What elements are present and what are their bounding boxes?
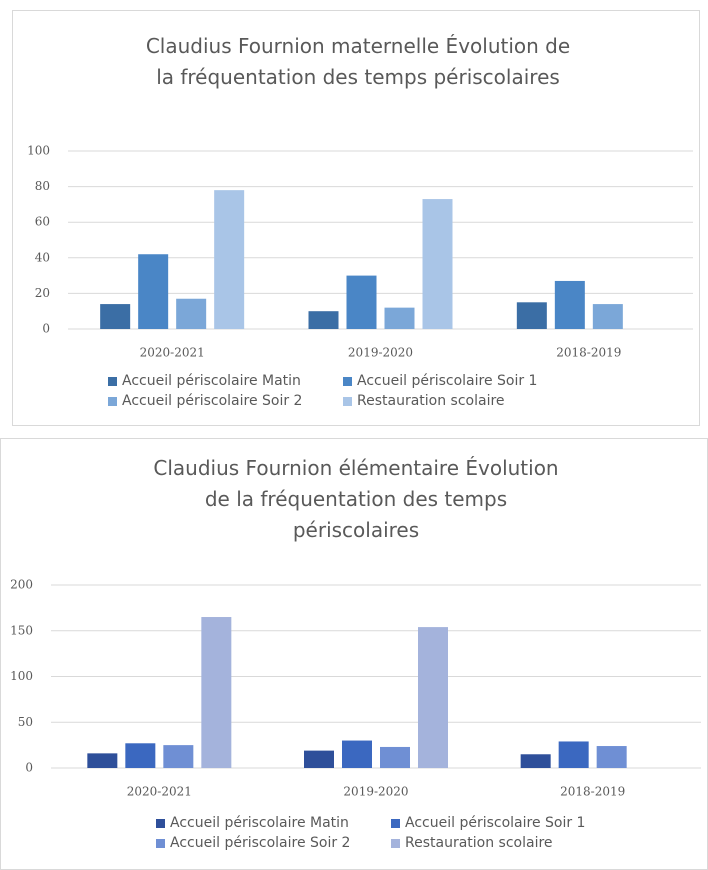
bar xyxy=(125,743,156,768)
y-tick-label: 0 xyxy=(42,322,50,336)
legend: Accueil périscolaire Matin Accueil périsc… xyxy=(108,373,578,409)
y-tick-label: 50 xyxy=(18,715,33,729)
bar xyxy=(342,740,372,768)
bar xyxy=(422,199,453,329)
legend-item: Accueil périscolaire Soir 1 xyxy=(343,373,578,389)
legend-label: Accueil périscolaire Matin xyxy=(122,373,301,389)
legend-label: Accueil périscolaire Soir 2 xyxy=(122,393,303,409)
y-tick-label: 100 xyxy=(10,669,33,683)
legend-item: Accueil périscolaire Soir 2 xyxy=(108,393,343,409)
bar xyxy=(308,311,339,329)
y-tick-label: 80 xyxy=(35,179,50,193)
legend-label: Accueil périscolaire Soir 2 xyxy=(170,835,351,851)
bar xyxy=(138,254,169,329)
legend-item: Restauration scolaire xyxy=(343,393,578,409)
legend-swatch xyxy=(108,396,117,406)
y-tick-label: 200 xyxy=(10,578,33,592)
legend-swatch xyxy=(391,818,400,828)
legend-swatch xyxy=(108,376,117,386)
chart: Claudius Fournion élémentaire Évolution … xyxy=(0,438,708,870)
bar xyxy=(516,302,547,329)
legend-swatch xyxy=(156,818,165,828)
x-tick-label: 2020-2021 xyxy=(140,346,205,360)
bar xyxy=(520,754,551,768)
chart-title: Claudius Fournion élémentaire Évolution … xyxy=(153,456,559,542)
legend-item: Restauration scolaire xyxy=(391,835,626,851)
legend-swatch xyxy=(391,838,400,848)
y-tick-label: 100 xyxy=(27,144,50,158)
x-tick-label: 2020-2021 xyxy=(127,785,192,799)
legend-label: Accueil périscolaire Soir 1 xyxy=(357,373,538,389)
chart-title: Claudius Fournion maternelle Évolution d… xyxy=(145,34,571,89)
legend-label: Restauration scolaire xyxy=(405,835,553,851)
plot: 0 20 40 60 80 100 2020-2021 2019-2020 2018-2019 xyxy=(27,144,693,360)
bar xyxy=(418,627,448,768)
bar xyxy=(380,746,410,768)
legend-item: Accueil périscolaire Soir 1 xyxy=(391,815,626,831)
legend-label: Restauration scolaire xyxy=(357,393,505,409)
y-tick-label: 20 xyxy=(35,286,50,300)
legend-swatch xyxy=(343,376,352,386)
bar xyxy=(558,741,589,768)
bar xyxy=(346,275,377,329)
x-tick-label: 2019-2020 xyxy=(343,785,408,799)
plot: 0 50 100 150 200 2020-2021 2019-2020 2018-2019 xyxy=(10,578,701,799)
bar xyxy=(384,307,415,329)
bar xyxy=(176,298,207,329)
bar xyxy=(596,746,627,768)
bar xyxy=(304,750,334,768)
chart: Claudius Fournion maternelle Évolution d… xyxy=(12,10,700,426)
legend-label: Accueil périscolaire Soir 1 xyxy=(405,815,586,831)
y-tick-label: 60 xyxy=(35,215,50,229)
bar xyxy=(100,304,131,329)
legend-item: Accueil périscolaire Matin xyxy=(156,815,391,831)
bar xyxy=(554,280,585,329)
legend-swatch xyxy=(156,838,165,848)
y-tick-label: 150 xyxy=(10,623,33,637)
x-tick-label: 2019-2020 xyxy=(348,346,413,360)
bar xyxy=(201,617,232,768)
bar xyxy=(163,745,194,768)
legend-item: Accueil périscolaire Matin xyxy=(108,373,343,389)
legend-swatch xyxy=(343,396,352,406)
bar xyxy=(87,753,118,768)
bar xyxy=(214,190,245,329)
bar xyxy=(592,304,623,329)
y-tick-label: 40 xyxy=(35,250,50,264)
x-tick-label: 2018-2019 xyxy=(556,346,621,360)
legend-item: Accueil périscolaire Soir 2 xyxy=(156,835,391,851)
legend: Accueil périscolaire Matin Accueil périsc… xyxy=(156,815,626,851)
y-tick-label: 0 xyxy=(25,761,33,775)
x-tick-label: 2018-2019 xyxy=(560,785,625,799)
legend-label: Accueil périscolaire Matin xyxy=(170,815,349,831)
